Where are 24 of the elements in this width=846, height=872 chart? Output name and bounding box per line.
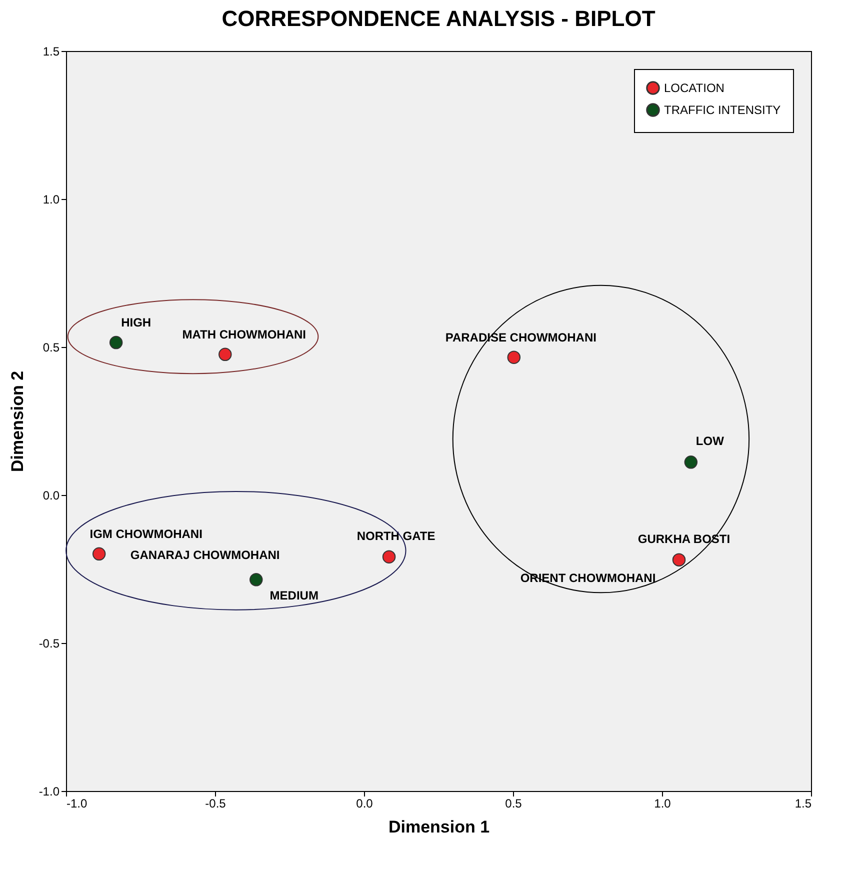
- x-tick-label: 0.5: [505, 796, 522, 810]
- legend-label: LOCATION: [664, 81, 724, 95]
- chart-title: CORRESPONDENCE ANALYSIS - BIPLOT: [222, 6, 656, 31]
- annotation: HIGH: [121, 316, 152, 330]
- x-tick-label: 1.0: [654, 796, 672, 810]
- x-tick-label: 0.0: [356, 796, 374, 810]
- annotation: NORTH GATE: [356, 528, 436, 543]
- annotation: IGM CHOWMOHANI: [90, 526, 202, 541]
- x-tick-label: -0.5: [205, 796, 226, 810]
- annotation: MATH CHOWMOHANI: [182, 327, 306, 342]
- x-axis-title: Dimension 1: [388, 818, 490, 836]
- y-tick-label: -1.0: [38, 784, 60, 798]
- y-tick-label: 1.0: [42, 192, 60, 206]
- y-tick-label: 0.0: [42, 488, 60, 502]
- legend-label: TRAFFIC INTENSITY: [664, 103, 781, 117]
- annotation: GANARAJ CHOWMOHANI: [130, 548, 280, 562]
- annotation: LOW: [696, 434, 725, 448]
- y-tick-label: 0.5: [42, 340, 60, 354]
- y-tick-label: -0.5: [38, 636, 60, 650]
- x-tick-label: 1.5: [794, 796, 812, 810]
- y-tick-label: 1.5: [42, 44, 60, 58]
- annotation: MEDIUM: [270, 588, 318, 603]
- x-tick-label: -1.0: [66, 796, 88, 810]
- y-axis-title: Dimension 2: [8, 370, 27, 472]
